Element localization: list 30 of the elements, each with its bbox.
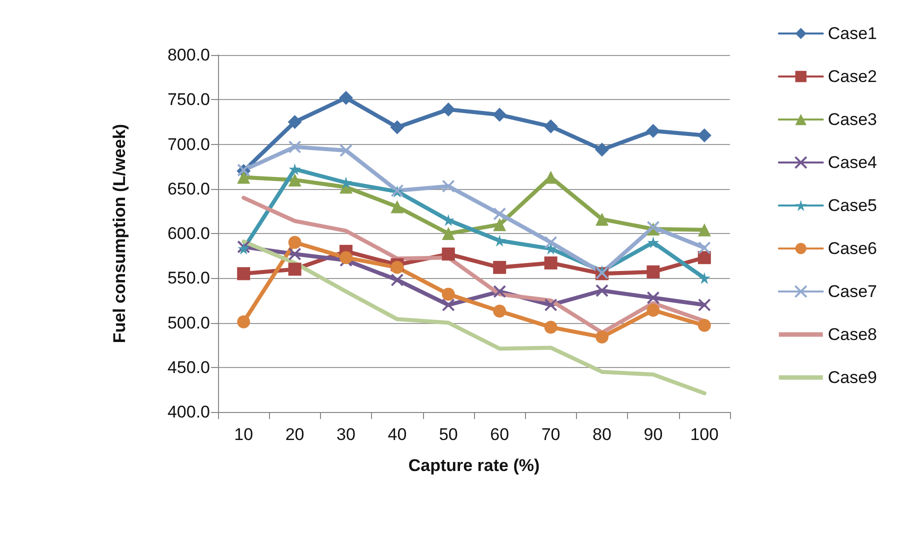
x-tick-label: 50 [438, 425, 458, 444]
y-tick-label: 450.0 [167, 358, 210, 377]
x-tick-label: 30 [336, 425, 356, 444]
legend-label: Case7 [828, 282, 877, 301]
legend-label: Case8 [828, 325, 877, 344]
legend-label: Case5 [828, 196, 877, 215]
y-tick-label: 550.0 [167, 268, 210, 288]
y-tick-label: 600.0 [167, 224, 210, 243]
x-tick-label: 60 [490, 425, 510, 444]
y-tick-label: 800.0 [167, 46, 210, 64]
legend-label: Case4 [828, 153, 877, 172]
x-tick-label: 10 [234, 425, 254, 444]
y-tick-label: 500.0 [167, 313, 210, 332]
x-tick-label: 100 [690, 425, 719, 444]
legend-label: Case2 [828, 67, 877, 86]
x-tick-label: 90 [644, 425, 663, 444]
y-tick-label: 750.0 [167, 90, 210, 110]
legend-label: Case6 [828, 239, 877, 258]
x-tick-label: 70 [541, 425, 560, 444]
x-tick-label: 40 [388, 425, 407, 444]
legend-label: Case3 [828, 110, 877, 129]
y-tick-label: 700.0 [167, 134, 210, 154]
legend-label: Case1 [828, 24, 877, 43]
y-axis-title: Fuel consumption (L/week) [110, 124, 129, 344]
x-tick-label: 20 [285, 425, 304, 444]
y-tick-label: 650.0 [167, 179, 210, 198]
legend-label: Case9 [828, 368, 877, 387]
y-tick-label: 400.0 [167, 402, 210, 422]
x-tick-label: 80 [592, 425, 612, 444]
x-axis-title: Capture rate (%) [408, 456, 540, 475]
